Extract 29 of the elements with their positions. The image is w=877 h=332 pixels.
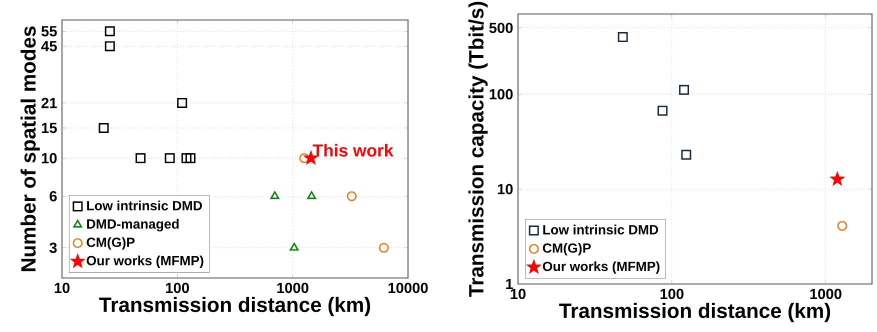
y-tick-label: 10 — [498, 184, 513, 194]
legend-label: Low intrinsic DMD — [543, 224, 658, 234]
legend-label: Low intrinsic DMD — [87, 200, 202, 210]
y-tick-label: 3 — [49, 242, 57, 254]
legend-label: CM(G)P — [86, 237, 135, 250]
y-tick-label: 500 — [489, 22, 513, 34]
y-tick-label: 15 — [42, 122, 57, 134]
x-axis-title: Transmission distance (km) — [559, 302, 830, 322]
x-tick-label: 100 — [166, 282, 189, 294]
x-axis-title: Transmission distance (km) — [99, 296, 370, 316]
y-axis-title: Number of spatial modes — [20, 26, 40, 272]
y-tick-label: 100 — [490, 89, 513, 100]
legend-label: DMD-managed — [87, 218, 179, 232]
y-tick-label: 55 — [41, 26, 57, 36]
legend-label: Our works (MFMP) — [542, 261, 660, 274]
x-tick-label: 10000 — [388, 282, 428, 294]
legend-label: CM(G)P — [542, 243, 591, 256]
x-tick-label: 100 — [660, 288, 684, 300]
legend-label: Our works (MFMP) — [86, 256, 204, 268]
y-tick-label: 10 — [42, 153, 57, 164]
x-tick-label: 1000 — [277, 282, 308, 294]
x-tick-label: 1000 — [810, 288, 842, 300]
y-axis-title: Transmission capacity (Tbit/s) — [468, 2, 488, 297]
y-tick-label: 45 — [41, 41, 57, 52]
x-tick-label: 10 — [510, 288, 526, 300]
y-tick-label: 6 — [50, 191, 57, 202]
y-tick-label: 21 — [41, 98, 57, 108]
y-tick-label: 1 — [506, 278, 513, 290]
annotation: This work — [312, 144, 394, 157]
